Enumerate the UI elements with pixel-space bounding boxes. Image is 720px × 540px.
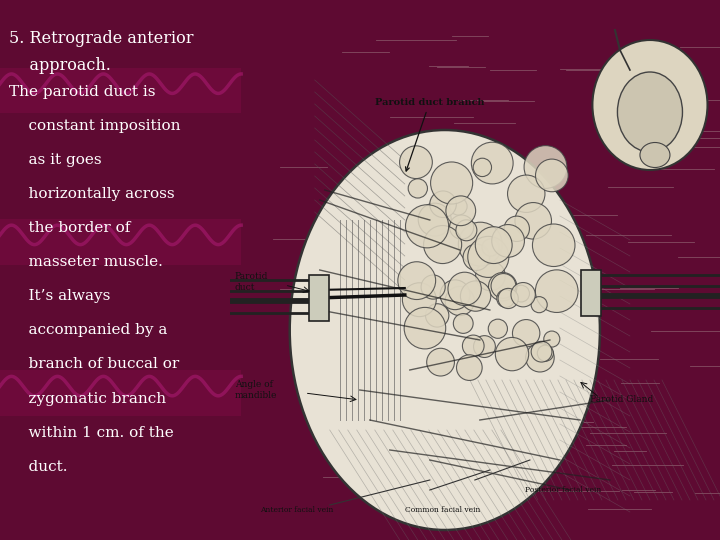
Circle shape	[526, 343, 554, 372]
Circle shape	[508, 175, 545, 212]
Circle shape	[536, 159, 568, 192]
Circle shape	[431, 162, 472, 204]
FancyBboxPatch shape	[309, 275, 329, 321]
Circle shape	[400, 146, 432, 179]
Circle shape	[513, 320, 540, 347]
Circle shape	[418, 203, 451, 236]
Circle shape	[495, 338, 528, 371]
Circle shape	[430, 191, 456, 218]
Circle shape	[504, 216, 529, 241]
Text: Parotid duct branch: Parotid duct branch	[375, 98, 485, 171]
Ellipse shape	[640, 143, 670, 167]
Circle shape	[404, 307, 446, 349]
FancyBboxPatch shape	[581, 270, 601, 316]
Circle shape	[445, 286, 474, 315]
Circle shape	[513, 285, 529, 302]
Text: The parotid duct is: The parotid duct is	[9, 85, 156, 99]
Text: Parotid
duct: Parotid duct	[235, 272, 268, 292]
Bar	[0, 219, 241, 265]
Text: within 1 cm. of the: within 1 cm. of the	[9, 426, 174, 440]
Text: Parotid Gland: Parotid Gland	[590, 395, 653, 404]
Circle shape	[498, 288, 518, 308]
Text: zygomatic branch: zygomatic branch	[9, 392, 166, 406]
Circle shape	[408, 179, 428, 198]
Circle shape	[475, 227, 512, 264]
Circle shape	[421, 275, 445, 299]
Text: masseter muscle.: masseter muscle.	[9, 255, 163, 269]
Text: duct.: duct.	[9, 460, 68, 474]
Ellipse shape	[289, 130, 600, 530]
Circle shape	[474, 336, 495, 357]
Circle shape	[537, 345, 554, 361]
Text: Posterior facial vein: Posterior facial vein	[525, 486, 601, 494]
Text: 5. Retrograde anterior: 5. Retrograde anterior	[9, 30, 194, 46]
Circle shape	[427, 348, 454, 376]
Ellipse shape	[593, 40, 708, 170]
Circle shape	[449, 215, 474, 239]
Circle shape	[449, 198, 467, 215]
Circle shape	[536, 270, 578, 313]
Circle shape	[459, 222, 503, 266]
Circle shape	[544, 331, 560, 347]
Bar	[0, 68, 241, 113]
Circle shape	[482, 239, 500, 256]
Text: Angle of
mandible: Angle of mandible	[235, 380, 277, 400]
Circle shape	[473, 158, 492, 177]
Circle shape	[531, 341, 552, 362]
Circle shape	[472, 142, 513, 184]
Bar	[0, 370, 241, 416]
Circle shape	[488, 273, 517, 301]
Text: as it goes: as it goes	[9, 153, 102, 167]
Circle shape	[488, 319, 508, 339]
Text: approach.: approach.	[9, 57, 111, 73]
Circle shape	[468, 237, 509, 278]
Text: It’s always: It’s always	[9, 289, 111, 303]
Text: Common facial vein: Common facial vein	[405, 506, 480, 514]
Circle shape	[524, 146, 567, 188]
Circle shape	[423, 226, 462, 264]
Text: Anterior facial vein: Anterior facial vein	[260, 506, 333, 514]
Bar	[230, 0, 720, 29]
Text: the border of: the border of	[9, 221, 130, 235]
Circle shape	[405, 205, 449, 248]
Circle shape	[492, 225, 524, 257]
Text: horizontally across: horizontally across	[9, 187, 175, 201]
Circle shape	[476, 261, 505, 291]
Ellipse shape	[618, 72, 683, 152]
Text: accompanied by a: accompanied by a	[9, 323, 168, 338]
Circle shape	[460, 281, 491, 311]
Circle shape	[398, 262, 436, 300]
Text: branch of buccal or: branch of buccal or	[9, 357, 179, 372]
Circle shape	[463, 244, 490, 271]
Circle shape	[497, 289, 515, 307]
Circle shape	[456, 220, 477, 241]
Circle shape	[533, 224, 575, 267]
Circle shape	[491, 274, 516, 298]
Circle shape	[440, 280, 470, 309]
Circle shape	[426, 303, 449, 327]
Circle shape	[454, 314, 473, 333]
Circle shape	[515, 202, 552, 239]
Circle shape	[531, 296, 547, 313]
Circle shape	[446, 196, 476, 226]
Text: constant imposition: constant imposition	[9, 119, 181, 133]
Circle shape	[456, 355, 482, 381]
Circle shape	[511, 282, 535, 307]
Circle shape	[462, 335, 484, 357]
Circle shape	[448, 272, 481, 306]
Circle shape	[402, 283, 436, 316]
